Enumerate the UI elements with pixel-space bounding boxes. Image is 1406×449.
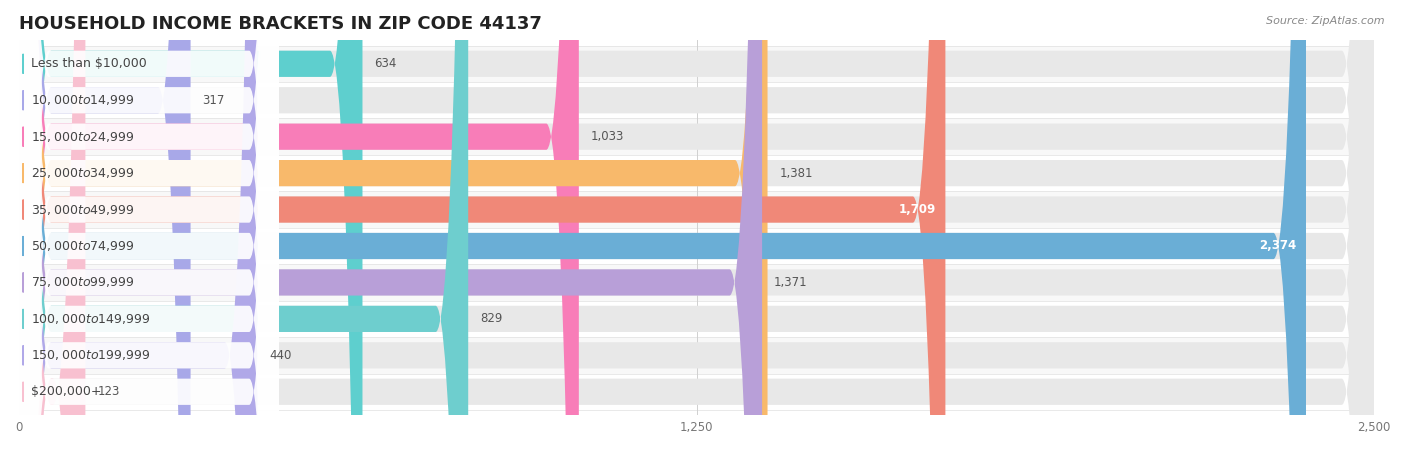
FancyBboxPatch shape xyxy=(18,0,768,449)
Bar xyxy=(18,46,1374,82)
Text: 440: 440 xyxy=(269,349,291,362)
Text: $150,000 to $199,999: $150,000 to $199,999 xyxy=(31,348,150,362)
Text: $10,000 to $14,999: $10,000 to $14,999 xyxy=(31,93,135,107)
FancyBboxPatch shape xyxy=(18,0,278,449)
FancyBboxPatch shape xyxy=(18,0,278,449)
Bar xyxy=(18,119,1374,155)
Bar xyxy=(18,191,1374,228)
FancyBboxPatch shape xyxy=(18,0,1306,449)
Text: Less than $10,000: Less than $10,000 xyxy=(31,57,146,70)
FancyBboxPatch shape xyxy=(18,0,278,449)
FancyBboxPatch shape xyxy=(18,0,257,449)
FancyBboxPatch shape xyxy=(18,0,1374,449)
FancyBboxPatch shape xyxy=(18,0,278,449)
Text: $200,000+: $200,000+ xyxy=(31,385,101,398)
FancyBboxPatch shape xyxy=(18,0,191,449)
FancyBboxPatch shape xyxy=(18,0,1374,449)
Text: 1,381: 1,381 xyxy=(779,167,813,180)
Text: $50,000 to $74,999: $50,000 to $74,999 xyxy=(31,239,135,253)
Text: $15,000 to $24,999: $15,000 to $24,999 xyxy=(31,130,135,144)
Text: HOUSEHOLD INCOME BRACKETS IN ZIP CODE 44137: HOUSEHOLD INCOME BRACKETS IN ZIP CODE 44… xyxy=(18,15,541,33)
Text: 2,374: 2,374 xyxy=(1258,239,1296,252)
Text: $75,000 to $99,999: $75,000 to $99,999 xyxy=(31,275,135,290)
FancyBboxPatch shape xyxy=(18,0,1374,449)
Text: 1,033: 1,033 xyxy=(591,130,624,143)
Bar xyxy=(18,228,1374,264)
Bar xyxy=(18,374,1374,410)
FancyBboxPatch shape xyxy=(18,0,1374,449)
Text: $25,000 to $34,999: $25,000 to $34,999 xyxy=(31,166,135,180)
FancyBboxPatch shape xyxy=(18,0,86,449)
Bar xyxy=(18,264,1374,301)
FancyBboxPatch shape xyxy=(18,0,468,449)
FancyBboxPatch shape xyxy=(18,0,1374,449)
FancyBboxPatch shape xyxy=(18,0,363,449)
Bar xyxy=(18,155,1374,191)
FancyBboxPatch shape xyxy=(18,0,278,449)
Text: Source: ZipAtlas.com: Source: ZipAtlas.com xyxy=(1267,16,1385,26)
FancyBboxPatch shape xyxy=(18,0,278,449)
FancyBboxPatch shape xyxy=(18,0,278,449)
Bar xyxy=(18,337,1374,374)
FancyBboxPatch shape xyxy=(18,0,762,449)
Text: 123: 123 xyxy=(97,385,120,398)
Text: 317: 317 xyxy=(202,94,225,107)
FancyBboxPatch shape xyxy=(18,0,1374,449)
Text: $35,000 to $49,999: $35,000 to $49,999 xyxy=(31,202,135,216)
FancyBboxPatch shape xyxy=(18,0,579,449)
FancyBboxPatch shape xyxy=(18,0,1374,449)
FancyBboxPatch shape xyxy=(18,0,278,449)
FancyBboxPatch shape xyxy=(18,0,1374,449)
Text: 829: 829 xyxy=(479,313,502,326)
Bar xyxy=(18,82,1374,119)
FancyBboxPatch shape xyxy=(18,0,1374,449)
Text: 1,371: 1,371 xyxy=(775,276,807,289)
FancyBboxPatch shape xyxy=(18,0,278,449)
FancyBboxPatch shape xyxy=(18,0,1374,449)
Text: $100,000 to $149,999: $100,000 to $149,999 xyxy=(31,312,150,326)
Text: 1,709: 1,709 xyxy=(898,203,935,216)
FancyBboxPatch shape xyxy=(18,0,278,449)
Text: 634: 634 xyxy=(374,57,396,70)
FancyBboxPatch shape xyxy=(18,0,945,449)
Bar xyxy=(18,301,1374,337)
